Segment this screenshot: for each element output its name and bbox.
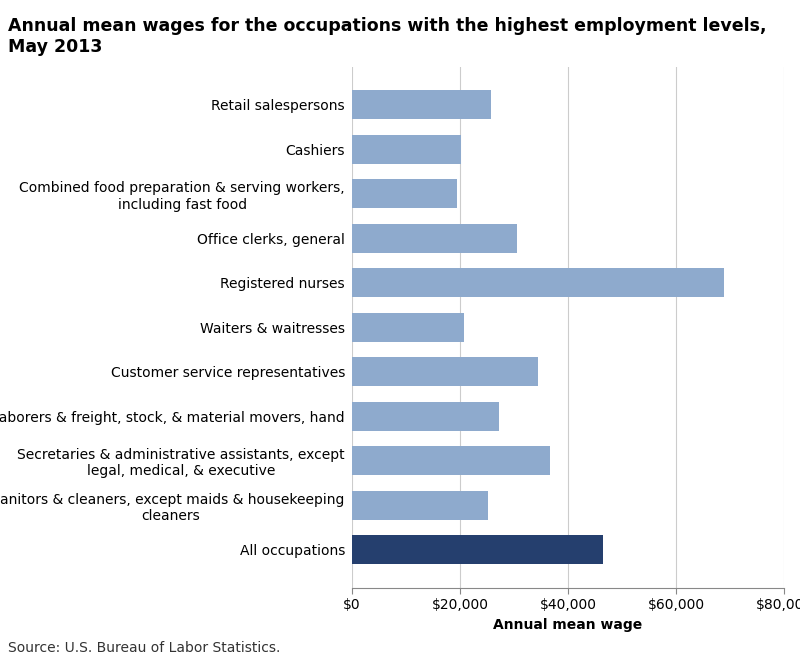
Bar xyxy=(352,313,465,342)
Bar xyxy=(352,224,517,253)
Bar xyxy=(352,135,462,164)
Bar xyxy=(352,491,488,520)
Bar xyxy=(352,90,490,120)
Text: Source: U.S. Bureau of Labor Statistics.: Source: U.S. Bureau of Labor Statistics. xyxy=(8,641,280,655)
Bar xyxy=(352,180,457,208)
Bar xyxy=(352,269,724,297)
Bar xyxy=(352,357,538,386)
Text: Annual mean wages for the occupations with the highest employment levels, May 20: Annual mean wages for the occupations wi… xyxy=(8,17,766,55)
X-axis label: Annual mean wage: Annual mean wage xyxy=(494,618,642,632)
Bar xyxy=(352,446,550,475)
Bar xyxy=(352,535,602,564)
Bar xyxy=(352,402,499,431)
